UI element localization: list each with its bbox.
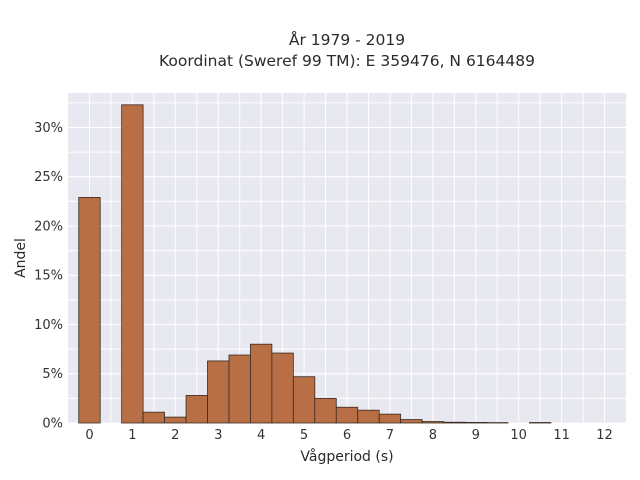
histogram-bar bbox=[228, 354, 251, 424]
histogram-bar bbox=[121, 104, 144, 424]
y-tick-label: 20% bbox=[34, 219, 63, 234]
histogram-bar bbox=[250, 343, 273, 424]
x-tick-label: 12 bbox=[596, 428, 613, 443]
x-tick-label: 8 bbox=[429, 428, 437, 443]
chart-title-line-1: År 1979 - 2019 bbox=[289, 30, 405, 49]
y-tick-label: 25% bbox=[34, 170, 63, 185]
y-tick-label: 10% bbox=[34, 318, 63, 333]
histogram-bar bbox=[400, 419, 423, 424]
chart-title-line-2: Koordinat (Sweref 99 TM): E 359476, N 61… bbox=[159, 52, 535, 70]
histogram-bar bbox=[378, 413, 402, 424]
x-tick-label: 5 bbox=[300, 428, 308, 443]
y-axis-label: Andel bbox=[13, 238, 29, 278]
x-tick-label: 4 bbox=[257, 428, 265, 443]
x-tick-label: 2 bbox=[171, 428, 179, 443]
x-tick-label: 10 bbox=[510, 428, 527, 443]
y-axis-ticks: 0% 5% 10% 15% 20% 25% 30% bbox=[34, 121, 63, 432]
histogram-bar bbox=[78, 197, 101, 424]
histogram-bar bbox=[335, 406, 359, 424]
histogram-bar bbox=[443, 421, 466, 424]
histogram-bar bbox=[357, 409, 380, 424]
histogram-bar bbox=[292, 376, 316, 424]
histogram-bar bbox=[207, 360, 230, 424]
histogram-bar bbox=[421, 421, 444, 424]
x-tick-label: 9 bbox=[472, 428, 480, 443]
x-axis-ticks: 0 1 2 3 4 5 6 7 8 9 10 11 12 bbox=[85, 428, 612, 443]
x-tick-label: 3 bbox=[214, 428, 222, 443]
x-tick-label: 7 bbox=[386, 428, 394, 443]
histogram-bar bbox=[185, 395, 208, 424]
histogram-bar bbox=[164, 416, 187, 424]
y-tick-label: 5% bbox=[42, 367, 63, 382]
x-tick-label: 1 bbox=[128, 428, 136, 443]
x-tick-label: 6 bbox=[343, 428, 351, 443]
histogram-bar bbox=[314, 397, 337, 424]
x-tick-label: 11 bbox=[553, 428, 570, 443]
histogram-bar bbox=[142, 411, 165, 424]
y-tick-label: 30% bbox=[34, 121, 63, 136]
x-tick-label: 0 bbox=[85, 428, 93, 443]
bars bbox=[78, 104, 552, 424]
x-axis-label: Vågperiod (s) bbox=[300, 448, 393, 465]
y-tick-label: 0% bbox=[42, 417, 63, 432]
histogram-bar bbox=[464, 422, 487, 424]
y-tick-label: 15% bbox=[34, 269, 63, 284]
histogram-bar bbox=[271, 352, 294, 424]
